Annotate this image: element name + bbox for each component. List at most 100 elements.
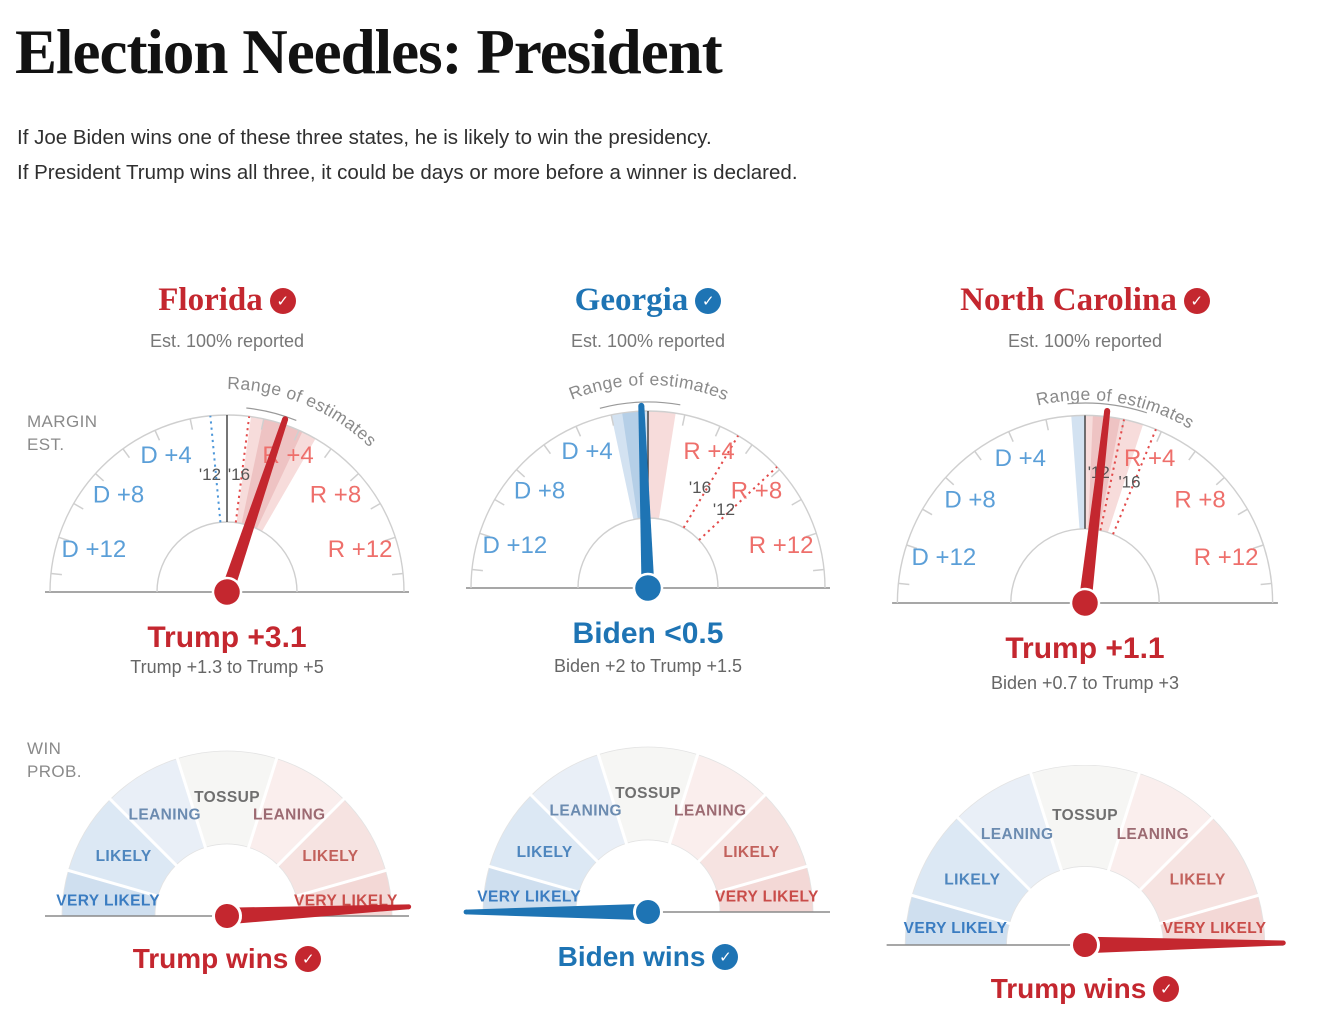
checkmark-icon: ✓ (1183, 288, 1210, 314)
segment-label: VERY LIKELY (56, 892, 160, 909)
win-result: Trump wins ✓ (0, 943, 457, 975)
axis-label: R +12 (328, 536, 393, 563)
tick (945, 476, 955, 486)
tick (1188, 450, 1196, 461)
tick (898, 582, 910, 586)
win-needle (463, 897, 663, 927)
needle (211, 416, 289, 608)
reported-status: Est. 100% reported (570, 331, 726, 351)
axis-label: D +8 (944, 486, 995, 513)
marker-label: '16 (1118, 472, 1140, 491)
checkmark-icon: ✓ (269, 288, 296, 314)
marker-12 (1099, 419, 1125, 531)
segment (109, 758, 206, 866)
axis-label: D +12 (482, 532, 547, 559)
tick (1156, 431, 1162, 442)
segment-label: LIKELY (944, 872, 1000, 889)
annotation-underline (1067, 402, 1147, 414)
segment-label: TOSSUP (194, 789, 260, 806)
tick (471, 568, 483, 572)
win-gauge-svg: VERY LIKELYLIKELYLEANINGTOSSUPLEANINGLIK… (886, 765, 1286, 960)
tick (714, 425, 721, 437)
segment-label: LIKELY (723, 844, 779, 861)
margin-result: Trump +3.1 (147, 621, 307, 654)
marker-label: '12 (199, 465, 221, 484)
tick (1045, 419, 1050, 431)
segment-label: LEANING (549, 802, 622, 819)
tick (479, 532, 491, 538)
segment-label: LEANING (253, 806, 326, 823)
tick (494, 498, 505, 506)
tick (1120, 419, 1125, 431)
tick (384, 536, 396, 542)
checkmark-icon: ✓ (712, 944, 739, 970)
tick (154, 429, 161, 441)
axis-label: D +8 (93, 481, 144, 508)
tick (392, 572, 404, 576)
needle-hub (632, 572, 664, 604)
tick (770, 469, 781, 478)
margin-range: Biden +0.7 to Trump +3 (990, 673, 1180, 693)
gauge-inner-arc (1010, 528, 1160, 604)
tick (293, 429, 300, 441)
tick (813, 568, 825, 572)
needle (632, 402, 664, 604)
marker-16 (1112, 428, 1157, 535)
tick (349, 473, 360, 482)
reported-status: Est. 100% reported (149, 331, 305, 351)
tick (260, 418, 265, 430)
win-needle (1070, 930, 1286, 960)
segment (911, 817, 1031, 924)
margin-result: Biden <0.5 (572, 617, 724, 650)
tick (515, 469, 526, 478)
tick (50, 572, 62, 576)
margin-gauge: '16'12 D +4 D +8 D +12 R +4 R +8 R +12 Range of… (428, 368, 868, 613)
axis-label: D +8 (514, 477, 565, 504)
segment-label: LEANING (981, 826, 1054, 843)
subtitle-line-2: If President Trump wins all three, it co… (17, 161, 798, 184)
tick (906, 544, 918, 550)
margin-range: Biden +2 to Trump +1.5 (553, 656, 743, 676)
tick (1237, 508, 1248, 516)
marker-label: '16 (689, 478, 711, 497)
win-probability-gauge: VERY LIKELY LIKELY LEANING TOSSUP LEANING LIK… (438, 732, 858, 932)
segment-label: VERY LIKELY (294, 892, 398, 909)
tick (575, 425, 582, 437)
win-probability-gauge: VERY LIKELY LIKELY LEANING TOSSUP LEANING LIK… (17, 736, 437, 936)
axis-label: R +12 (749, 532, 814, 559)
axis-label: D +4 (561, 438, 612, 465)
tick (323, 448, 332, 459)
win-gauge-svg: VERY LIKELYLIKELYLEANINGTOSSUPLEANINGLIK… (45, 750, 412, 931)
segment-label: VERY LIKELY (715, 888, 819, 905)
needle (1069, 408, 1111, 619)
axis-label: R +12 (1194, 544, 1259, 571)
segment-label: VERY LIKELY (1163, 920, 1267, 937)
segment (248, 758, 345, 866)
segment (669, 754, 766, 862)
range-annotation: Range of estimates (566, 369, 732, 404)
tick (1260, 582, 1272, 586)
axis-label: D +12 (912, 544, 977, 571)
segment (597, 746, 699, 844)
needle-hub (1070, 930, 1100, 960)
segment-label: LIKELY (302, 848, 358, 865)
segment-label: LIKELY (517, 844, 573, 861)
annotation-underline (599, 401, 681, 409)
win-needle (212, 901, 412, 931)
tick (189, 418, 194, 430)
segment-label: VERY LIKELY (904, 920, 1008, 937)
margin-gauge-svg: '16'12 D +4 D +8 D +12 R +4 R +8 R +12 Range of… (466, 369, 830, 604)
segment-label: LIKELY (1170, 872, 1226, 889)
segment (176, 750, 278, 848)
tick (58, 536, 70, 542)
segment-label: LIKELY (96, 848, 152, 865)
subtitle-line-1: If Joe Biden wins one of these three sta… (17, 126, 712, 149)
state-title: Georgia ✓ (418, 282, 878, 318)
win-gauge-svg: VERY LIKELYLIKELYLEANINGTOSSUPLEANINGLIK… (463, 746, 830, 927)
tick (791, 498, 802, 506)
segment (1139, 817, 1259, 924)
segment (530, 754, 627, 862)
